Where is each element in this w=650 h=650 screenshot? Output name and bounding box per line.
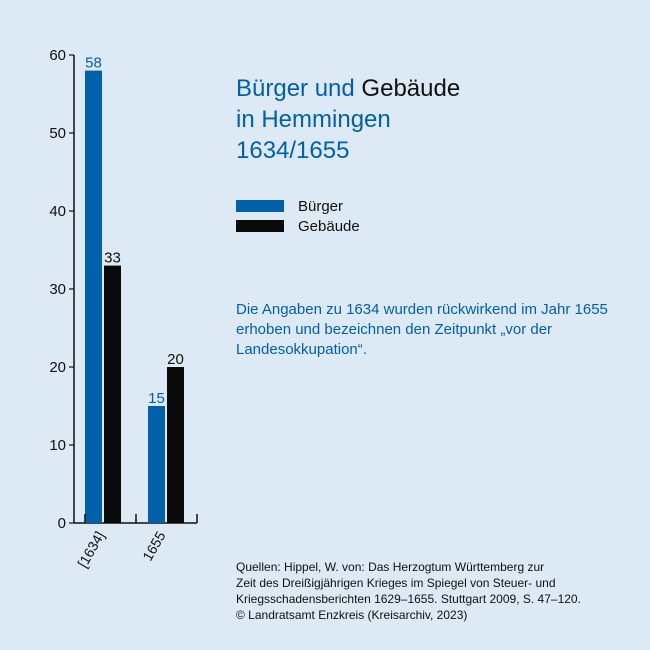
title-line-2: in Hemmingen [236,106,391,133]
legend: Bürger Gebäude [236,196,360,236]
legend-label-buerger: Bürger [298,197,344,215]
data-label: 20 [167,351,184,368]
sources-line-4: © Landratsamt Enzkreis (Kreisarchiv, 202… [236,608,468,622]
y-tick-label: 50 [49,125,66,142]
legend-item-buerger: Bürger [236,196,360,216]
y-tick-label: 30 [49,281,66,298]
chart-title: Bürger und Gebäude in Hemmingen 1634/165… [236,73,460,166]
legend-swatch-buerger [236,200,284,212]
title-part-buerger: Bürger und [236,75,355,102]
sources-line-1: Quellen: Hippel, W. von: Das Herzogtum W… [236,560,545,574]
sources-line-3: Kriegsschadensberichten 1629–1655. Stutt… [236,592,581,606]
y-tick-label: 60 [49,47,66,64]
data-label: 33 [104,250,121,267]
y-tick-label: 10 [49,437,66,454]
y-tick-label: 40 [49,203,66,220]
legend-label-gebaeude: Gebäude [298,217,360,235]
title-line-3: 1634/1655 [236,137,350,164]
sources-line-2: Zeit des Dreißigjährigen Krieges im Spie… [236,576,556,590]
x-category-label: [1634] [74,529,107,571]
note-text: Die Angaben zu 1634 wurden rückwirkend i… [236,301,608,358]
data-label: 58 [85,55,102,72]
sources: Quellen: Hippel, W. von: Das Herzogtum W… [236,559,646,623]
y-tick-label: 0 [58,515,66,532]
y-tick-label: 20 [49,359,66,376]
x-category-label: 1655 [139,528,169,563]
bar-gebaeude [167,367,184,523]
title-part-gebaeude: Gebäude [361,75,461,102]
legend-swatch-gebaeude [236,220,284,232]
legend-item-gebaeude: Gebäude [236,216,360,236]
bar-buerger [85,70,102,523]
bar-gebaeude [104,265,121,523]
data-label: 15 [148,390,165,407]
bar-buerger [148,406,165,523]
